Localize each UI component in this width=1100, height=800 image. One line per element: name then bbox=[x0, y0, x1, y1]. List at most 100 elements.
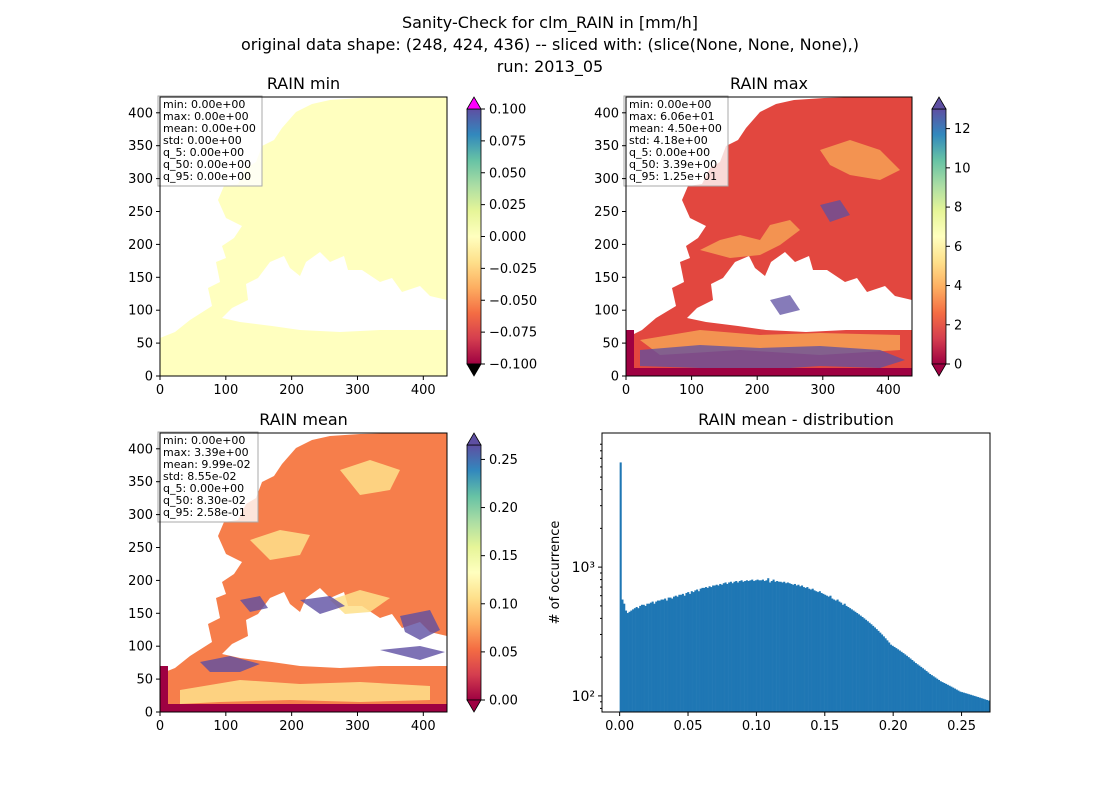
histogram-bar bbox=[624, 610, 628, 712]
histogram-bar bbox=[776, 581, 779, 712]
y-tick-label: 100 bbox=[594, 304, 619, 319]
histogram-bar bbox=[696, 589, 699, 712]
histogram-bar bbox=[925, 671, 928, 712]
histogram-bar bbox=[950, 686, 953, 712]
histogram-bar bbox=[977, 697, 980, 712]
histogram-bar bbox=[920, 666, 923, 712]
histogram-bar bbox=[861, 616, 864, 712]
y-tick-label: 10³ bbox=[572, 560, 595, 576]
histogram-bar bbox=[633, 608, 636, 712]
colorbar-tick-label: 0.00 bbox=[489, 694, 518, 709]
colorbar-tick-label: 0.075 bbox=[489, 134, 526, 149]
histogram-bar bbox=[893, 646, 896, 712]
histogram-bar bbox=[712, 585, 715, 712]
histogram-bar bbox=[799, 586, 802, 712]
histogram-bar bbox=[674, 595, 677, 712]
histogram-bar bbox=[838, 601, 841, 712]
stat-line: q_95: 1.25e+01 bbox=[629, 170, 718, 183]
histogram-bar bbox=[879, 632, 882, 712]
histogram-bar bbox=[735, 581, 738, 712]
histogram-bar bbox=[653, 603, 656, 712]
histogram-bar bbox=[848, 608, 852, 712]
y-tick-label: 300 bbox=[594, 172, 619, 187]
histogram-bar bbox=[854, 611, 857, 712]
histogram-bar bbox=[685, 592, 688, 712]
histogram-bar bbox=[667, 597, 670, 712]
histogram-bar bbox=[795, 585, 798, 712]
histogram-bar bbox=[831, 598, 834, 712]
histogram-bar bbox=[921, 668, 924, 712]
histogram-bar bbox=[628, 611, 631, 712]
histogram-bar bbox=[891, 645, 894, 712]
x-tick-label: 0.05 bbox=[674, 719, 703, 734]
y-tick-label: 50 bbox=[136, 673, 153, 688]
histogram-bar bbox=[699, 588, 702, 712]
y-tick-label: 0 bbox=[145, 706, 153, 721]
histogram-bar bbox=[722, 583, 725, 712]
histogram-bar bbox=[678, 594, 681, 712]
histogram-bar bbox=[968, 694, 971, 712]
histogram-bar bbox=[637, 608, 640, 712]
axes-frame bbox=[159, 96, 448, 377]
histogram-bar bbox=[646, 603, 649, 712]
histogram-bar bbox=[948, 685, 951, 712]
histogram-bar bbox=[953, 688, 956, 712]
x-tick-label: 0.20 bbox=[879, 719, 908, 734]
histogram-bar bbox=[802, 587, 805, 712]
histogram-bar bbox=[943, 682, 946, 712]
histogram-bar bbox=[697, 591, 700, 712]
histogram-bar bbox=[897, 649, 900, 712]
histogram-bar bbox=[934, 677, 937, 712]
histogram-bar bbox=[916, 664, 919, 712]
colorbar-tick-label: 12 bbox=[954, 122, 971, 137]
histogram-bar bbox=[975, 696, 978, 712]
y-tick-label: 150 bbox=[128, 607, 153, 622]
suptitle-line-3: run: 2013_05 bbox=[496, 57, 604, 76]
stat-line: q_95: 0.00e+00 bbox=[163, 170, 252, 183]
y-tick-label: 300 bbox=[128, 172, 153, 187]
histogram-bar bbox=[687, 592, 690, 712]
histogram-bar bbox=[927, 672, 930, 712]
histogram-bar bbox=[792, 584, 795, 712]
land-mask bbox=[160, 97, 447, 376]
histogram-bar bbox=[715, 584, 718, 712]
histogram-bar bbox=[800, 585, 804, 712]
histogram-bar bbox=[788, 583, 791, 712]
y-tick-label: 200 bbox=[128, 574, 153, 589]
y-tick-label: 200 bbox=[594, 238, 619, 253]
colorbar-tick-label: 4 bbox=[954, 279, 962, 294]
histogram-bar bbox=[692, 592, 695, 712]
histogram-bar bbox=[733, 581, 736, 712]
histogram-bar bbox=[713, 585, 716, 712]
panel-title: RAIN max bbox=[730, 74, 808, 93]
x-tick-label: 0.10 bbox=[742, 719, 771, 734]
colorbar-tick-label: 0.100 bbox=[489, 103, 526, 118]
colorbar-tick-label: −0.025 bbox=[489, 262, 537, 277]
histogram-ylabel: # of occurrence bbox=[548, 521, 563, 625]
colorbar-tick-label: 0.000 bbox=[489, 230, 526, 245]
histogram-bar bbox=[717, 585, 720, 712]
histogram-bar bbox=[756, 579, 759, 712]
histogram-bar bbox=[969, 694, 972, 712]
y-tick-label: 50 bbox=[136, 337, 153, 352]
histogram-bar bbox=[832, 599, 836, 712]
colorbar-tick-label: −0.075 bbox=[489, 326, 537, 341]
axes-frame bbox=[625, 96, 913, 377]
y-tick-label: 100 bbox=[128, 640, 153, 655]
histogram-bar bbox=[818, 591, 821, 712]
colorbar-tick-label: −0.100 bbox=[489, 358, 537, 373]
histogram-bar bbox=[946, 684, 949, 712]
histogram-bar bbox=[841, 604, 844, 712]
histogram-bar bbox=[868, 622, 871, 712]
histogram-bar bbox=[747, 581, 750, 712]
colorbar-tick-label: 0.050 bbox=[489, 166, 526, 181]
colorbar-tick-label: 0.20 bbox=[489, 501, 518, 516]
histogram-bar bbox=[649, 602, 652, 712]
field-heavy-mean bbox=[200, 596, 445, 672]
histogram-bar bbox=[918, 665, 921, 712]
y-tick-label: 350 bbox=[128, 475, 153, 490]
histogram-bar bbox=[815, 591, 818, 712]
histogram-bar bbox=[905, 655, 908, 712]
histogram-bar bbox=[809, 589, 812, 712]
